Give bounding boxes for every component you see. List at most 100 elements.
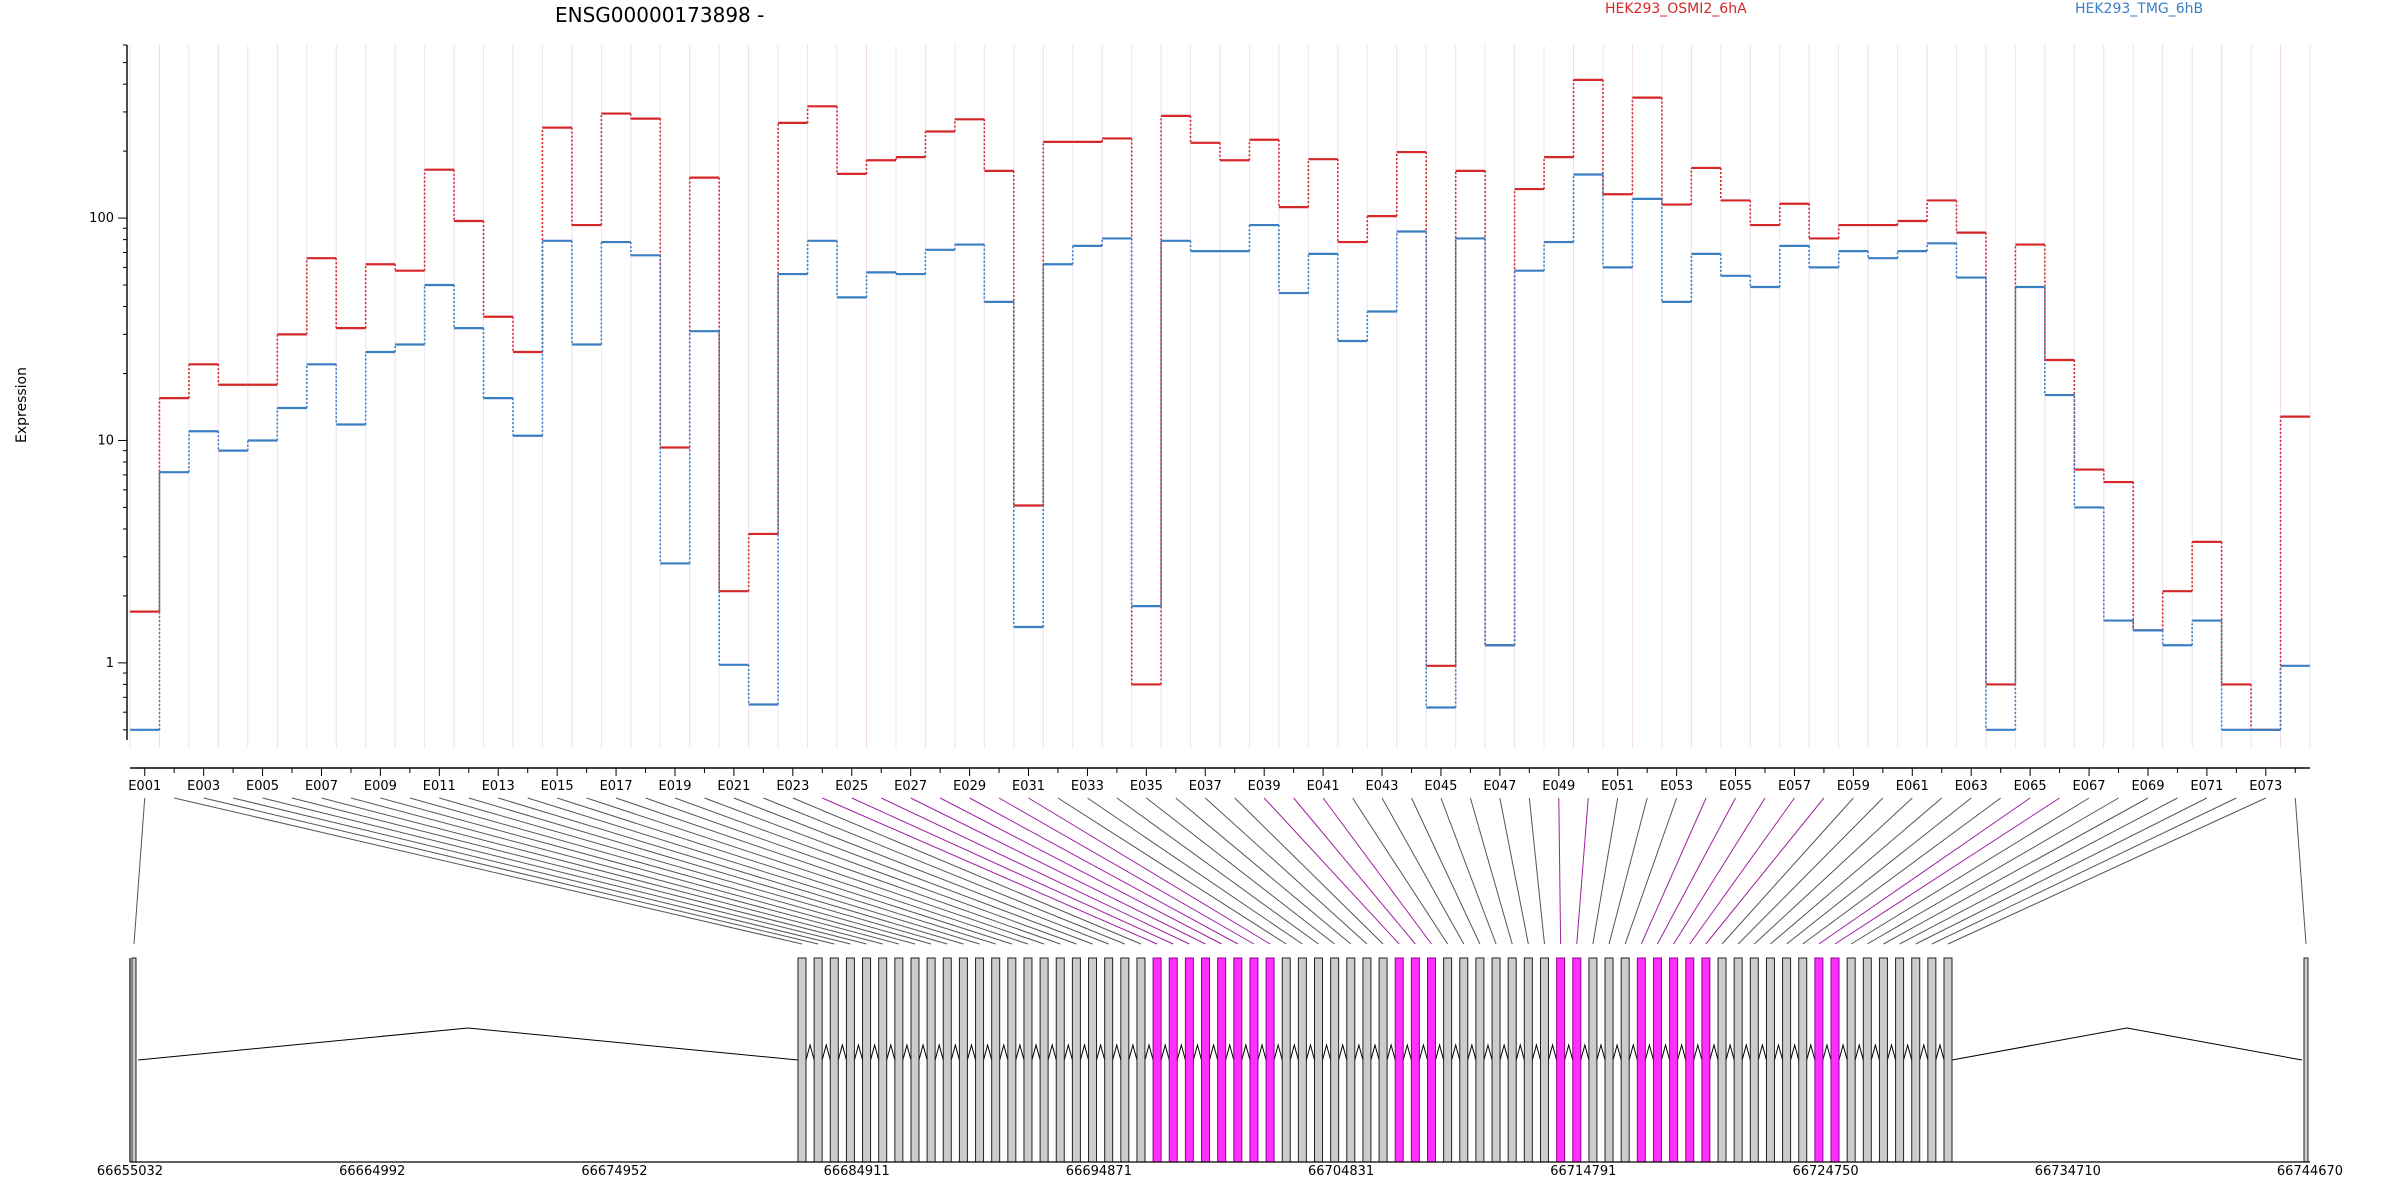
intron-line: [1741, 1043, 1751, 1061]
exon-connector: [763, 797, 1126, 945]
exon-connector: [321, 797, 883, 945]
genomic-axis: 66655032 66664992 66674952 66684911 66694871…: [97, 1161, 2343, 1179]
intron-line: [1677, 1043, 1687, 1061]
intron-line: [1322, 1043, 1332, 1061]
intron-line: [1096, 1043, 1106, 1061]
intron-line: [1903, 1043, 1913, 1061]
exon-connector: [1705, 797, 1825, 945]
exon-box: [1039, 957, 1049, 1163]
intron-line: [1886, 1043, 1897, 1061]
intron-line: [1031, 1043, 1041, 1061]
exon-connector: [350, 797, 899, 945]
intron-line: [1870, 1043, 1880, 1061]
genomic-coordinate-label: 66655032: [97, 1164, 163, 1179]
intron-line: [137, 1027, 799, 1061]
intron-line: [1693, 1043, 1703, 1061]
exon-connector: [1640, 797, 1707, 945]
exon-connector: [1883, 797, 2149, 945]
intron-line: [837, 1043, 847, 1061]
exon-connector: [380, 797, 916, 945]
exon-box: [1846, 957, 1856, 1163]
x-tick-label: E041: [1307, 779, 1340, 794]
intron-line: [918, 1043, 928, 1061]
x-tick-label: E011: [423, 779, 456, 794]
x-tick-label: E035: [1130, 779, 1163, 794]
exon-box: [1055, 957, 1065, 1163]
exon-connector: [1931, 797, 2237, 945]
exon-box: [878, 957, 888, 1163]
x-tick-label: E029: [953, 779, 986, 794]
intron-line: [1354, 1043, 1364, 1061]
exon-connector: [1204, 797, 1368, 945]
intron-line: [1531, 1043, 1541, 1061]
intron-line: [1386, 1043, 1396, 1061]
intron-line: [1338, 1043, 1348, 1061]
intron-line: [1773, 1043, 1784, 1061]
intron-line: [934, 1043, 944, 1061]
intron-line: [1757, 1043, 1767, 1061]
exon-connector: [910, 797, 1206, 945]
exon-box: [1798, 957, 1808, 1163]
exon-connector: [1689, 797, 1795, 945]
y-tick-label: 100: [89, 211, 114, 226]
exon-box: [131, 957, 137, 1163]
exon-box: [1911, 957, 1921, 1163]
exon-connector: [1850, 797, 2090, 945]
exon-box: [958, 957, 968, 1163]
exon-connector: [733, 797, 1109, 945]
x-tick-label: E063: [1955, 779, 1988, 794]
genomic-coordinate-label: 66674952: [581, 1164, 647, 1179]
exon-box: [1426, 957, 1436, 1163]
x-axis: E001 E003 E005 E007 E009 E011 E013 E015 E017 E019…: [128, 767, 2310, 794]
genomic-coordinate-label: 66694871: [1066, 1164, 1132, 1179]
exon-connector: [262, 797, 851, 945]
intron-line: [1628, 1043, 1638, 1061]
exon-box: [1184, 957, 1194, 1163]
genomic-coordinate-label: 66684911: [824, 1164, 890, 1179]
exon-box: [1152, 957, 1162, 1163]
exon-box: [1782, 957, 1792, 1163]
exon-connector: [939, 797, 1222, 945]
intron-line: [1725, 1043, 1735, 1061]
exon-box: [1314, 957, 1324, 1163]
genomic-coordinate-label: 66744670: [2277, 1164, 2343, 1179]
exon-box: [1927, 957, 1937, 1163]
exon-connector: [2294, 797, 2307, 945]
intron-line: [1289, 1043, 1299, 1061]
intron-line: [1305, 1043, 1315, 1061]
exon-connector: [1057, 797, 1287, 945]
x-tick-label: E037: [1189, 779, 1222, 794]
exon-connector: [1802, 797, 2001, 945]
intron-line: [902, 1043, 912, 1061]
exon-box: [1378, 957, 1388, 1163]
exon-connector: [1352, 797, 1449, 945]
exon-box: [1491, 957, 1501, 1163]
exon-box: [1007, 957, 1017, 1163]
exon-connector: [133, 797, 146, 945]
exon-box: [910, 957, 920, 1163]
exon-connector: [674, 797, 1077, 945]
x-tick-label: E067: [2073, 779, 2106, 794]
exon-box: [1410, 957, 1420, 1163]
intron-line: [805, 1043, 815, 1061]
exon-box: [1830, 957, 1840, 1163]
exon-box: [1749, 957, 1759, 1163]
exon-box: [1669, 957, 1679, 1163]
exon-connector: [1175, 797, 1352, 945]
x-tick-label: E055: [1719, 779, 1752, 794]
exon-connector: [1234, 797, 1384, 945]
exon-box: [1604, 957, 1614, 1163]
x-tick-label: E025: [835, 779, 868, 794]
exon-connector: [1146, 797, 1335, 945]
series-lines: [130, 78, 2310, 731]
intron-line: [1854, 1043, 1864, 1061]
x-tick-label: E043: [1366, 779, 1399, 794]
exon-connector: [1657, 797, 1736, 945]
intron-line: [1499, 1043, 1509, 1061]
exon-box: [1475, 957, 1485, 1163]
x-tick-label: E039: [1248, 779, 1281, 794]
intron-line: [1515, 1043, 1525, 1061]
x-tick-label: E069: [2131, 779, 2164, 794]
x-tick-label: E057: [1778, 779, 1811, 794]
